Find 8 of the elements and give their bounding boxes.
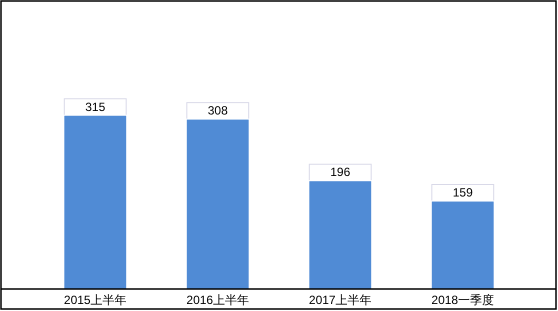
data-label: 196 [330,165,351,180]
x-tick-label: 2016上半年 [186,293,250,307]
x-tick-label: 2015上半年 [64,293,127,307]
data-label: 308 [208,104,228,118]
x-tick-label: 2017上半年 [308,293,372,307]
data-label: 315 [85,100,106,114]
x-tick-label: 2018一季度 [431,293,494,307]
data-label: 159 [452,186,474,200]
